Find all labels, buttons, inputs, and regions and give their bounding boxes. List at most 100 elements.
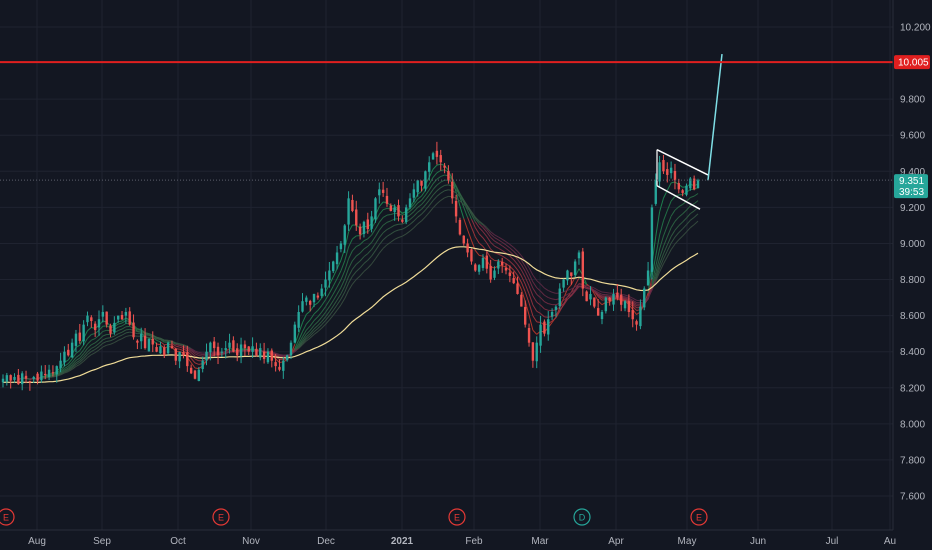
ma-ribbon-segment	[597, 294, 603, 298]
ma-ribbon-segment	[659, 235, 664, 250]
ma-ribbon-segment	[666, 200, 672, 211]
ma-ribbon-segment	[183, 346, 188, 350]
ma-ribbon-segment	[632, 299, 637, 303]
ma-ribbon-segment	[378, 239, 384, 246]
ma-ribbon-segment	[632, 302, 637, 307]
ma-ribbon-segment	[194, 350, 200, 353]
candle-body	[324, 279, 327, 288]
ma-ribbon-segment	[60, 365, 65, 371]
candle-body	[151, 338, 154, 345]
earnings-badge[interactable]: E	[0, 508, 15, 526]
candle-body	[535, 342, 538, 362]
candle-body	[443, 165, 446, 168]
ma-ribbon-segment	[56, 372, 61, 376]
ma-ribbon-segment	[528, 267, 534, 276]
candle-body	[458, 219, 462, 235]
candle-body	[462, 235, 465, 244]
ma-ribbon-segment	[398, 228, 403, 231]
candle-body	[685, 185, 688, 195]
ma-ribbon-segment	[221, 352, 226, 354]
projection-line[interactable]	[707, 53, 723, 181]
candle-body	[370, 216, 373, 229]
bar-countdown-label: 39:53	[899, 187, 924, 198]
earnings-badge[interactable]: E	[690, 508, 708, 526]
ma-ribbon-segment	[386, 213, 391, 216]
ma-ribbon-segment	[348, 283, 353, 291]
ma-ribbon-segment	[352, 246, 357, 252]
earnings-badge[interactable]: E	[212, 508, 230, 526]
candle-body	[328, 270, 331, 281]
ma-ribbon-segment	[344, 268, 350, 280]
ma-ribbon-segment	[110, 335, 115, 339]
ma-ribbon-segment	[482, 223, 488, 228]
candle-body	[293, 324, 297, 343]
candle-body	[389, 205, 393, 211]
ma-ribbon-segment	[478, 220, 484, 225]
dividend-badge[interactable]: D	[573, 508, 591, 526]
ma-ribbon-segment	[632, 306, 637, 311]
ma-ribbon-segment	[302, 314, 307, 323]
ma-ribbon-segment	[294, 348, 299, 353]
ma-ribbon-segment	[651, 255, 657, 278]
candle-body	[205, 351, 208, 361]
ma-ribbon-segment	[340, 298, 346, 306]
ma-ribbon-segment	[363, 259, 369, 264]
ma-ribbon-segment	[375, 214, 380, 222]
ma-ribbon-segment	[102, 344, 107, 348]
ma-ribbon-segment	[375, 229, 380, 237]
ma-ribbon-segment	[102, 341, 107, 344]
ma-ribbon-segment	[179, 343, 184, 346]
ma-ribbon-segment	[394, 237, 399, 240]
ma-ribbon-segment	[340, 248, 346, 261]
price-axis[interactable]: 10.200 9.800 9.600 9.400 9.200 9.000 8.800 8.60…	[892, 0, 931, 530]
ma-ribbon-segment	[336, 304, 342, 311]
ma-ribbon-segment	[91, 338, 96, 341]
earnings-badge[interactable]: E	[448, 508, 466, 526]
ma-ribbon-segment	[498, 247, 503, 251]
ma-ribbon-segment	[328, 314, 334, 321]
ma-ribbon-segment	[501, 249, 507, 254]
ma-ribbon-segment	[302, 340, 307, 346]
time-axis[interactable]: Aug Sep Oct Nov Dec 2021 Feb Mar Apr May Jun Jul Au	[0, 529, 896, 547]
ma-ribbon-segment	[194, 353, 200, 357]
candle-body	[17, 374, 20, 385]
ma-ribbon-segment	[332, 286, 338, 295]
candle-body	[93, 323, 97, 331]
price-tick-label: 7.800	[900, 455, 925, 466]
ma-ribbon-segment	[382, 207, 388, 211]
ma-ribbon-segment	[121, 317, 127, 322]
ma-ribbon-segment	[459, 196, 465, 202]
flag-upper-trendline[interactable]	[656, 148, 709, 176]
ma-ribbon-segment	[413, 211, 419, 217]
ma-ribbon-segment	[505, 241, 511, 245]
ma-ribbon-segment	[91, 348, 96, 352]
ma-ribbon-segment	[305, 319, 311, 325]
ma-ribbon-segment	[555, 310, 561, 316]
time-tick-label: Oct	[170, 536, 186, 547]
ma-ribbon-segment	[490, 241, 495, 247]
badge-label: E	[218, 513, 224, 523]
ma-ribbon-segment	[605, 294, 610, 296]
flag-lower-trendline[interactable]	[656, 185, 701, 210]
ma-ribbon-segment	[570, 290, 576, 296]
chart-drawings[interactable]	[656, 53, 723, 210]
ma-ribbon-segment	[117, 334, 123, 338]
ma-ribbon-segment	[662, 236, 668, 247]
ma-ribbon-segment	[168, 340, 173, 342]
ma-ribbon-segment	[628, 298, 633, 303]
ma-ribbon-segment	[348, 260, 353, 269]
ma-ribbon-segment	[60, 371, 65, 375]
candle-body	[193, 370, 197, 379]
ma-ribbon-segment	[413, 223, 419, 229]
ma-ribbon-segment	[79, 360, 84, 365]
candle-body	[140, 333, 143, 342]
ma-ribbon-segment	[655, 211, 661, 237]
ma-ribbon-segment	[210, 354, 215, 357]
ma-ribbon-segment	[428, 177, 434, 185]
ma-ribbon-segment	[520, 269, 526, 278]
ma-ribbon-segment	[79, 344, 85, 351]
ma-ribbon-segment	[121, 320, 127, 324]
time-tick-label: Mar	[531, 536, 549, 547]
